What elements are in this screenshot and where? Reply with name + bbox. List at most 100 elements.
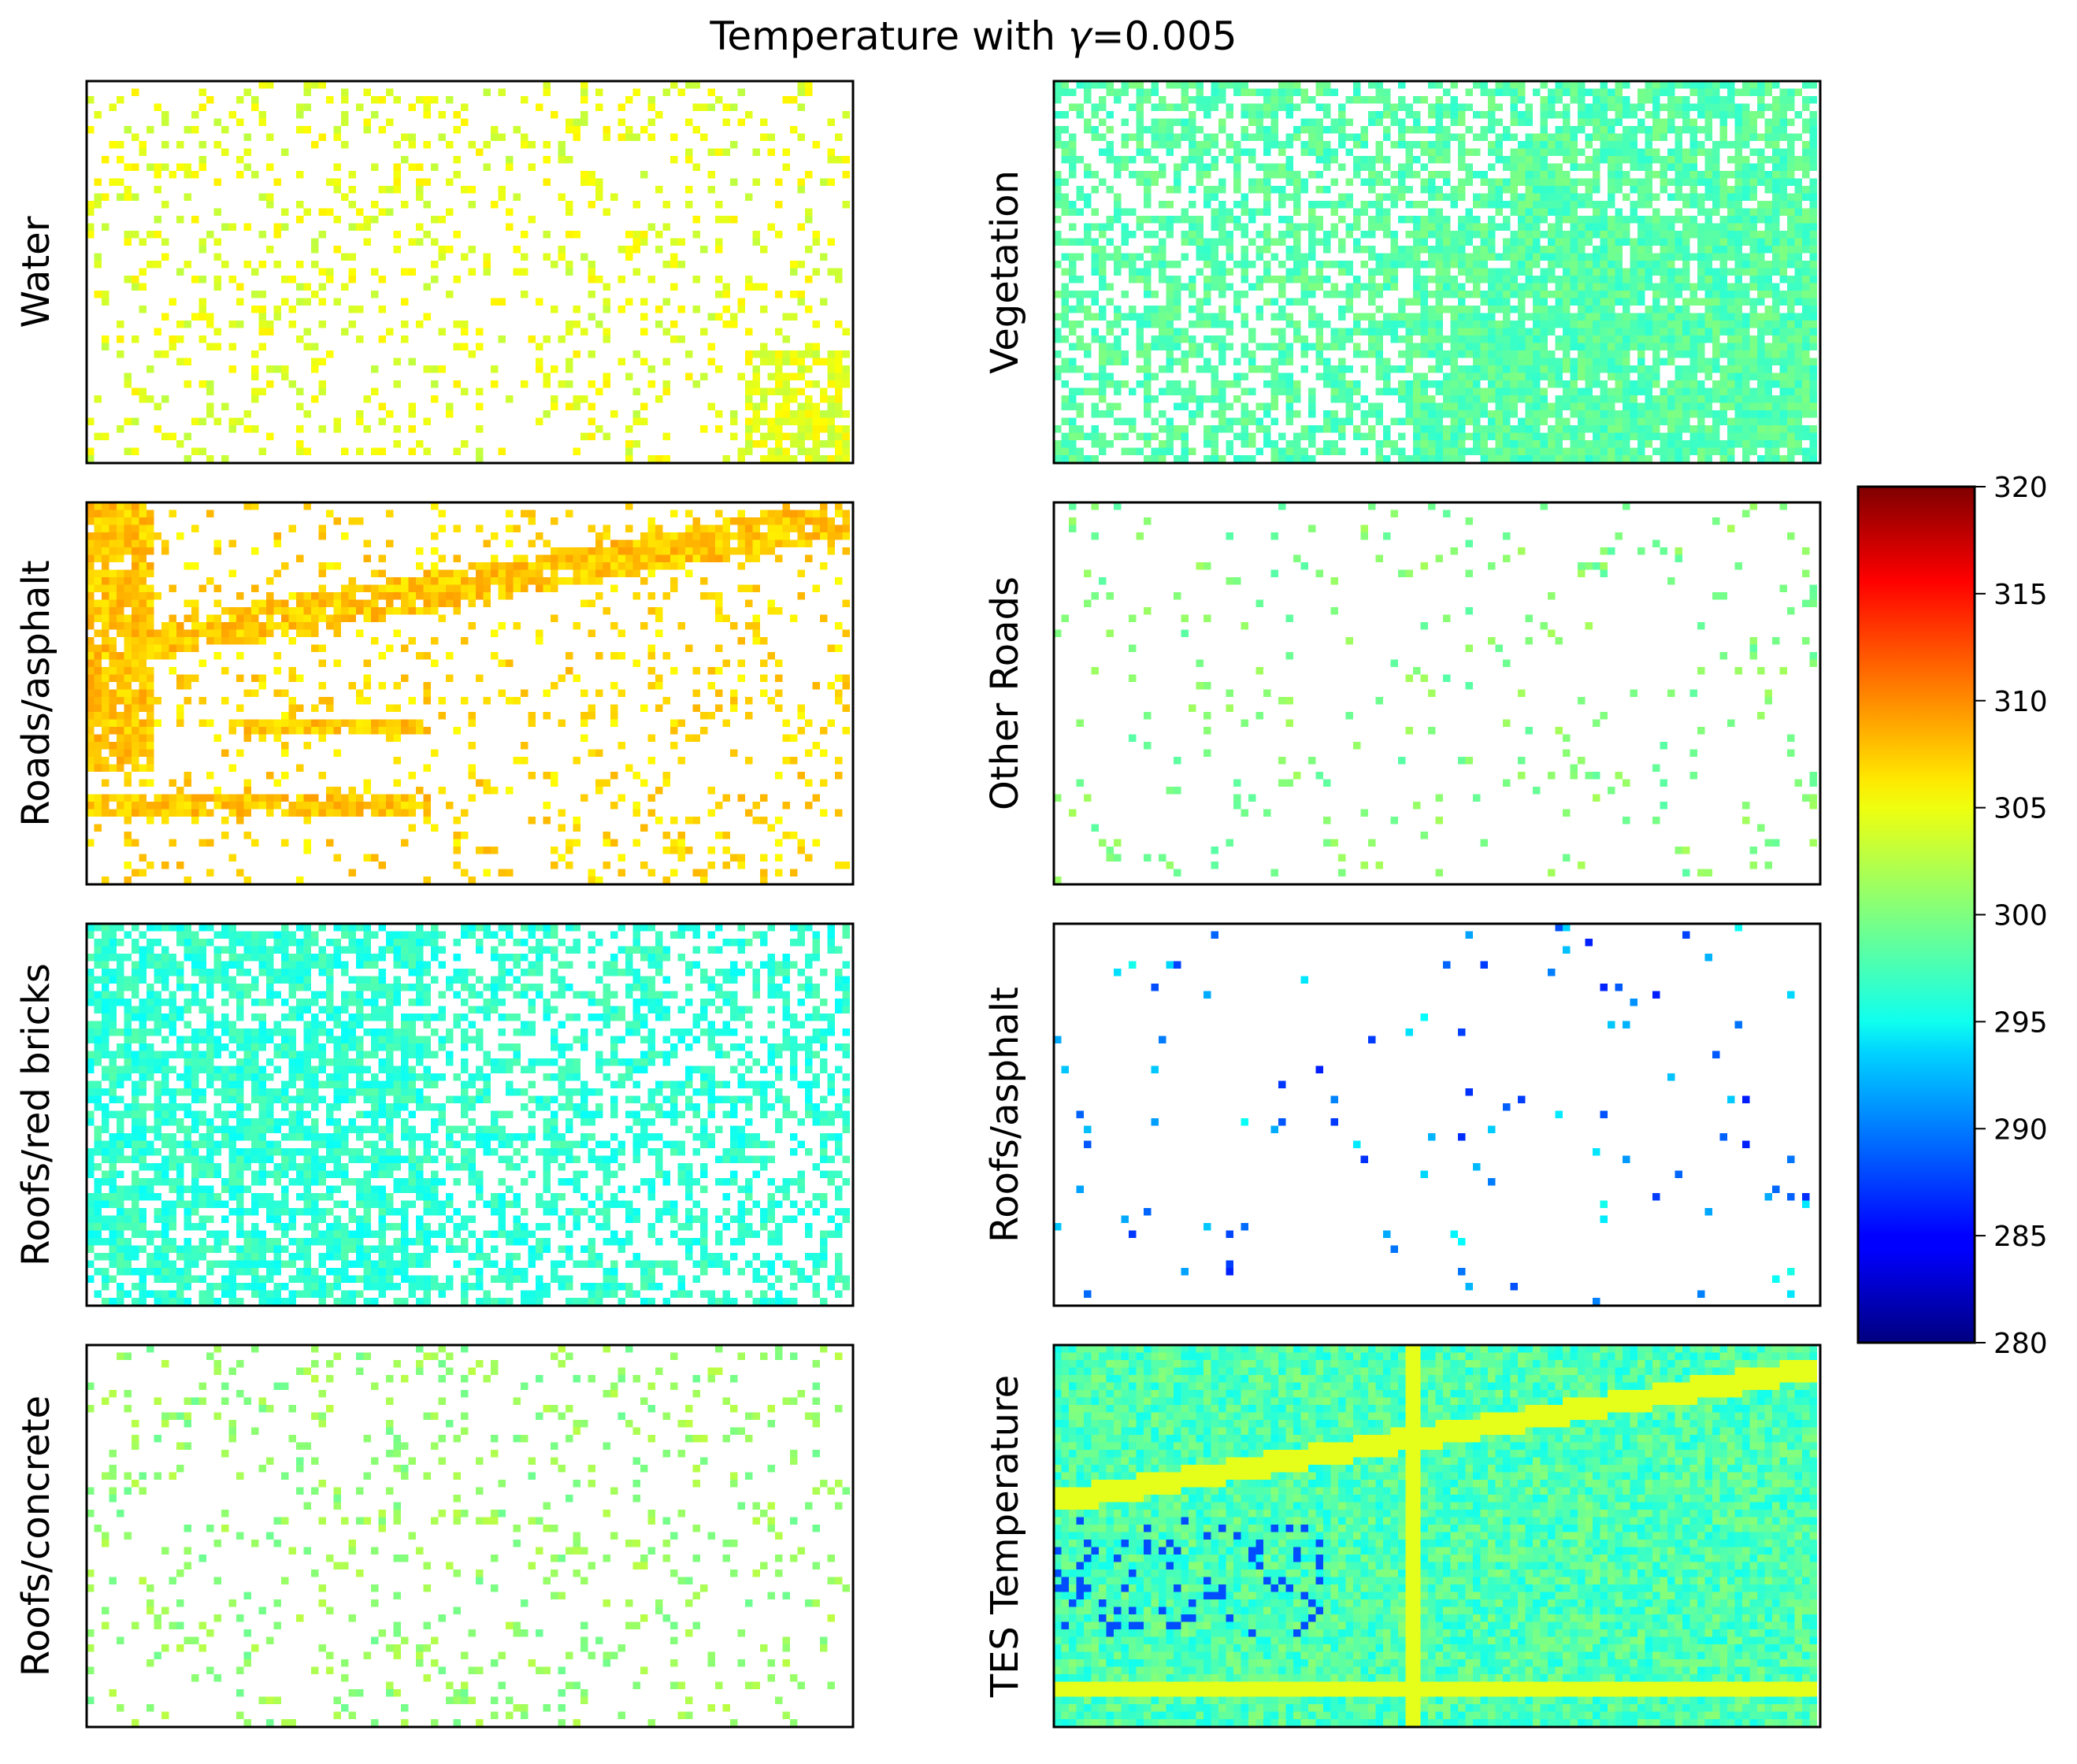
heatmap-cell <box>229 321 237 328</box>
heatmap-cell <box>1436 186 1444 194</box>
heatmap-cell <box>1413 96 1421 104</box>
heatmap-cell <box>1645 306 1653 313</box>
heatmap-cell <box>1667 254 1675 261</box>
heatmap-cell <box>603 328 611 336</box>
heatmap-cell <box>1211 425 1219 433</box>
heatmap-cell <box>1069 291 1077 298</box>
heatmap-cell <box>708 532 716 540</box>
heatmap-cell <box>221 403 229 411</box>
heatmap-cell <box>1376 321 1384 328</box>
heatmap-cell <box>102 510 109 518</box>
heatmap-cell <box>102 298 109 306</box>
heatmap-cell <box>259 306 267 313</box>
heatmap-cell <box>1735 380 1743 388</box>
heatmap-cell <box>102 562 109 570</box>
heatmap-cell <box>1376 388 1384 396</box>
heatmap-cell <box>1458 403 1466 411</box>
heatmap-cell <box>1152 171 1159 179</box>
heatmap-cell <box>1316 104 1324 112</box>
heatmap-cell <box>491 555 499 563</box>
heatmap-cell <box>738 373 746 381</box>
heatmap-cell <box>1623 373 1630 381</box>
heatmap-cell <box>1488 284 1496 291</box>
heatmap-cell <box>1436 291 1444 298</box>
heatmap-cell <box>1600 350 1608 358</box>
heatmap-cell <box>1503 395 1511 403</box>
heatmap-cell <box>1413 231 1421 239</box>
heatmap-cell <box>1174 141 1181 149</box>
heatmap-cell <box>1353 425 1361 433</box>
heatmap-cell <box>835 380 843 388</box>
heatmap-cell <box>1383 96 1391 104</box>
heatmap-cell <box>625 134 633 142</box>
heatmap-cell <box>1578 335 1586 343</box>
heatmap-cell <box>1780 298 1788 306</box>
heatmap-cell <box>1181 119 1189 127</box>
heatmap-cell <box>1301 186 1309 194</box>
heatmap-cell <box>1645 321 1653 328</box>
heatmap-cell <box>1092 298 1100 306</box>
heatmap-cell <box>805 532 813 540</box>
heatmap-cell <box>551 547 558 555</box>
heatmap-cell <box>1772 156 1780 164</box>
heatmap-cell <box>1548 448 1556 456</box>
heatmap-cell <box>1443 433 1451 441</box>
heatmap-cell <box>244 410 252 418</box>
heatmap-cell <box>1802 269 1810 276</box>
heatmap-cell <box>1727 216 1735 224</box>
heatmap-cell <box>1218 343 1226 351</box>
heatmap-cell <box>1248 358 1256 366</box>
heatmap-cell <box>1368 224 1376 232</box>
heatmap-cell <box>251 96 259 104</box>
heatmap-cell <box>1181 328 1189 336</box>
heatmap-cell <box>124 540 132 548</box>
heatmap-cell <box>1750 358 1758 366</box>
heatmap-cell <box>1353 433 1361 441</box>
heatmap-cell <box>1533 388 1541 396</box>
heatmap-cell <box>1323 448 1331 456</box>
heatmap-cell <box>1428 425 1436 433</box>
heatmap-cell <box>648 365 656 373</box>
heatmap-cell <box>1361 418 1369 426</box>
heatmap-cell <box>1705 239 1713 246</box>
heatmap-cell <box>1735 149 1743 157</box>
heatmap-cell <box>1481 269 1489 276</box>
heatmap-cell <box>379 186 387 194</box>
heatmap-cell <box>1526 350 1534 358</box>
heatmap-cell <box>1571 448 1578 456</box>
heatmap-cell <box>708 403 716 411</box>
heatmap-cell <box>1099 254 1107 261</box>
heatmap-cell <box>1406 388 1414 396</box>
heatmap-cell <box>214 343 222 351</box>
heatmap-cell <box>1181 96 1189 104</box>
heatmap-cell <box>461 186 469 194</box>
heatmap-cell <box>1712 365 1720 373</box>
heatmap-cell <box>1526 343 1534 351</box>
heatmap-cell <box>843 410 851 418</box>
heatmap-cell <box>738 532 746 540</box>
heatmap-cell <box>1772 141 1780 149</box>
heatmap-cell <box>1391 119 1399 127</box>
heatmap-cell <box>1571 156 1578 164</box>
heatmap-cell <box>1413 298 1421 306</box>
heatmap-cell <box>1802 335 1810 343</box>
heatmap-cell <box>1406 126 1414 134</box>
heatmap-cell <box>1241 126 1249 134</box>
heatmap-cell <box>1571 194 1578 202</box>
heatmap-cell <box>476 448 484 456</box>
heatmap-cell <box>573 555 581 563</box>
heatmap-cell <box>1413 410 1421 418</box>
heatmap-cell <box>768 510 776 518</box>
heatmap-cell <box>843 365 851 373</box>
heatmap-cell <box>1241 388 1249 396</box>
heatmap-cell <box>1436 418 1444 426</box>
heatmap-cell <box>1518 269 1526 276</box>
heatmap-cell <box>1697 89 1705 97</box>
heatmap-cell <box>1308 425 1316 433</box>
heatmap-cell <box>1600 335 1608 343</box>
heatmap-cell <box>1263 298 1271 306</box>
heatmap-cell <box>1705 111 1713 119</box>
heatmap-cell <box>1630 410 1638 418</box>
heatmap-cell <box>1391 448 1399 456</box>
heatmap-cell <box>1750 164 1758 172</box>
